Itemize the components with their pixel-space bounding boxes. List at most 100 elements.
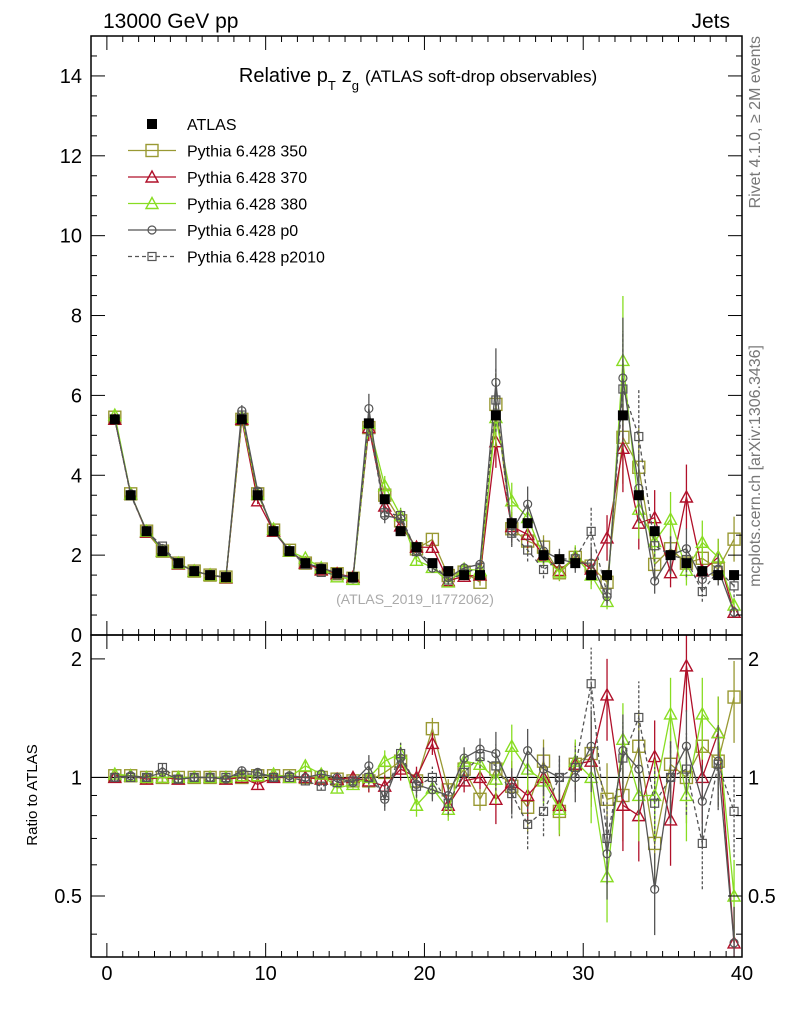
- ratio-point-p2010: [618, 753, 628, 763]
- ratio-point-p380: [314, 766, 329, 780]
- data-point: [459, 570, 470, 581]
- data-point: [665, 550, 676, 561]
- header-right: Jets: [691, 10, 730, 33]
- ratio-point-p0: [650, 884, 660, 894]
- ratio-point-p380: [695, 706, 710, 720]
- ratio-y-tick-label-right: 1: [748, 767, 759, 789]
- data-point: [268, 526, 279, 537]
- legend-item-p0: Pythia 6.428 p0: [128, 223, 298, 240]
- ratio-point-p0: [364, 761, 374, 771]
- ratio-line-p0: [114, 744, 735, 943]
- data-point: [379, 494, 390, 505]
- ratio-point-p370: [472, 769, 488, 784]
- ratio-series-p2010: [110, 647, 739, 890]
- ratio-line-p350: [114, 696, 735, 844]
- y-tick-label: 6: [71, 385, 82, 407]
- ratio-point-p380: [282, 769, 297, 784]
- ratio-point-p2010: [380, 790, 390, 801]
- point-p370: [615, 440, 631, 455]
- data-point: [570, 558, 581, 569]
- point-p0: [586, 558, 596, 568]
- ratio-point-p2010: [268, 772, 279, 783]
- point-p380: [599, 593, 615, 608]
- point-p380: [552, 564, 567, 578]
- ratio-point-p2010: [300, 776, 310, 786]
- data-point: [633, 490, 644, 501]
- series-line-p2010: [114, 388, 735, 594]
- ratio-line-p380: [114, 712, 735, 897]
- x-tick-label: 40: [731, 963, 753, 985]
- ratio-point-p2010: [157, 762, 168, 773]
- point-p2010: [697, 586, 707, 597]
- point-p2010: [618, 384, 628, 394]
- series-p380: [107, 295, 742, 613]
- data-point: [236, 414, 247, 425]
- data-point: [189, 566, 200, 577]
- ratio-point-p2010: [586, 679, 596, 689]
- ratio-point-p2010: [713, 759, 723, 769]
- ratio-point-p380: [234, 768, 250, 782]
- data-point: [220, 572, 231, 583]
- ratio-point-p2010: [253, 769, 263, 779]
- point-p380: [377, 478, 392, 492]
- ratio-point-p370: [425, 735, 440, 750]
- ratio-point-p370: [393, 761, 408, 775]
- ratio-point-p2010: [650, 798, 660, 808]
- ratio-point-p0: [316, 769, 326, 779]
- point-p0: [364, 403, 374, 414]
- data-point: [347, 572, 358, 583]
- y-tick-label: 10: [60, 226, 82, 248]
- point-p2010: [634, 431, 644, 442]
- ratio-point-p370: [520, 788, 535, 802]
- series-p2010: [110, 331, 739, 603]
- ratio-y-tick-label-right: 2: [748, 649, 759, 671]
- x-tick-label: 30: [572, 963, 594, 985]
- ratio-point-p2010: [396, 748, 406, 759]
- legend-label: Pythia 6.428 350: [187, 144, 307, 161]
- watermark: (ATLAS_2019_I1772062): [336, 591, 494, 607]
- ratio-point-p380: [409, 797, 424, 811]
- legend-marker: [144, 169, 160, 183]
- legend-item-p370: Pythia 6.428 370: [128, 169, 307, 187]
- ratio-point-p370: [139, 771, 154, 785]
- ratio-point-p380: [155, 769, 170, 784]
- ratio-point-p2010: [364, 772, 374, 783]
- ratio-point-p0: [697, 796, 707, 806]
- ratio-point-p2010: [173, 774, 183, 784]
- data-point: [506, 518, 517, 529]
- ratio-point-p2010: [729, 806, 739, 816]
- data-point: [173, 558, 184, 569]
- data-point: [252, 490, 263, 501]
- data-point: [300, 558, 311, 569]
- legend-marker: [147, 251, 157, 262]
- ratio-point-p2010: [237, 769, 247, 779]
- legend-item-p2010: Pythia 6.428 p2010: [128, 250, 325, 267]
- legend-item-data: ATLAS: [147, 117, 237, 134]
- data-point: [157, 546, 168, 557]
- ratio-plot-area: [91, 635, 742, 957]
- ratio-point-p2010: [602, 833, 612, 844]
- ratio-point-p380: [552, 801, 567, 816]
- ratio-point-p0: [634, 764, 644, 774]
- ratio-point-p2010: [443, 798, 453, 808]
- ratio-point-p2010: [411, 781, 422, 791]
- data-point: [649, 526, 660, 537]
- ratio-point-p370: [679, 658, 694, 672]
- ratio-series-p350: [108, 660, 741, 890]
- ratio-y-tick-label: 0.5: [54, 886, 82, 908]
- y-tick-label: 2: [71, 545, 82, 567]
- ratio-point-p2010: [554, 772, 565, 783]
- x-tick-label: 0: [101, 963, 112, 985]
- ratio-ylabel: Ratio to ATLAS: [24, 744, 41, 845]
- point-p370: [599, 530, 615, 544]
- rivet-label: Rivet 4.1.0, ≥ 2M events: [747, 36, 764, 208]
- data-point: [522, 518, 533, 529]
- ratio-series-p380: [107, 677, 742, 942]
- ratio-point-p2010: [538, 806, 549, 816]
- data-point: [602, 570, 613, 581]
- ratio-point-p0: [523, 745, 533, 756]
- ratio-point-p2010: [634, 712, 644, 723]
- ratio-point-p2010: [523, 819, 533, 829]
- ratio-point-p2010: [332, 778, 342, 788]
